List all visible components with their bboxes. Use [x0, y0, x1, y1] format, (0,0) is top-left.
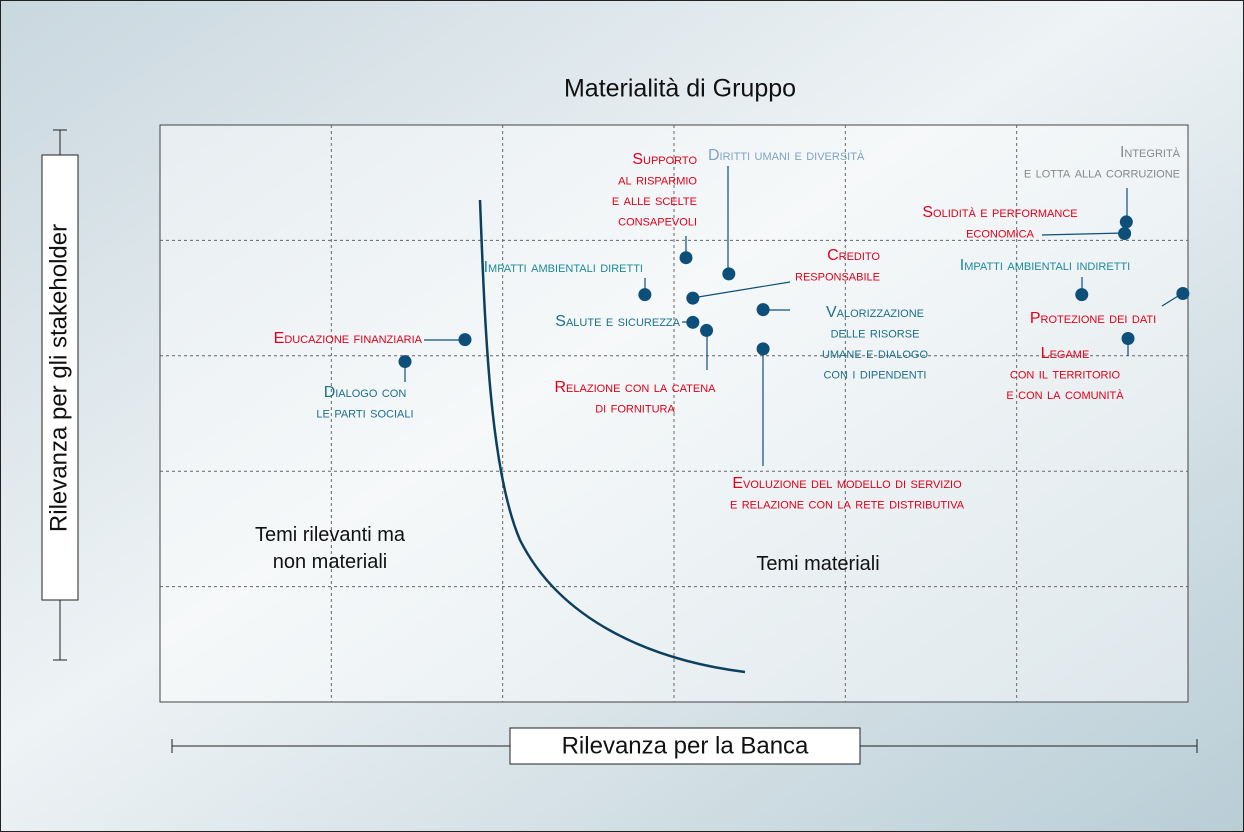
point-label-line: economica — [966, 225, 1035, 242]
point-label-line: Dialogo con — [324, 384, 407, 401]
point-label-line: Protezione dei dati — [1030, 310, 1156, 327]
chart-title: Materialità di Gruppo — [564, 75, 796, 103]
data-point — [722, 267, 736, 281]
point-label: Evoluzione del modello di servizio e rela… — [730, 475, 965, 513]
point-label-line: Impatti ambientali diretti — [484, 259, 643, 276]
point-label: Credito responsabile — [795, 247, 880, 285]
point-label-line: e con la comunità — [1006, 386, 1124, 403]
data-point — [1118, 226, 1132, 240]
point-label: Protezione dei dati — [1030, 310, 1156, 327]
data-point — [1075, 288, 1089, 302]
point-label-line: Legame — [1041, 345, 1090, 362]
y-axis-label: Rilevanza per gli stakeholder — [45, 224, 72, 532]
point-label: Salute e sicurezza — [555, 313, 680, 330]
point-label: Solidità e performance economica — [922, 204, 1077, 242]
point-label: Diritti umani e diversità — [708, 147, 865, 164]
point-label-line: Credito — [827, 247, 880, 264]
point-label: Relazione con la catena di fornitura — [555, 379, 717, 417]
point-label: Integrità e lotta alla corruzione — [1024, 144, 1181, 182]
point-label: Impatti ambientali diretti — [484, 259, 643, 276]
data-point — [458, 333, 472, 347]
point-label-line: con il territorio — [1010, 366, 1121, 383]
region-label: Temi rilevanti ma non materiali — [255, 524, 406, 573]
data-point — [756, 342, 770, 356]
point-label-line: Supporto — [632, 151, 697, 168]
point-label-line: e alle scelte — [612, 192, 697, 209]
data-point — [679, 251, 693, 265]
point-label-line: Integrità — [1120, 144, 1181, 161]
point-label: Educazione finanziaria — [274, 330, 423, 347]
point-label: Supporto al risparmio e alle scelte consape… — [612, 151, 698, 230]
data-point — [686, 315, 700, 329]
point-label-line: con i dipendenti — [823, 366, 926, 383]
region-label-line: Temi rilevanti ma — [255, 524, 406, 546]
point-label: Impatti ambientali indiretti — [960, 257, 1130, 274]
data-point — [686, 291, 700, 305]
data-point — [700, 323, 714, 337]
region-label-line: Temi materiali — [756, 553, 879, 575]
data-point — [638, 288, 652, 302]
point-label-line: Educazione finanziaria — [274, 330, 423, 347]
data-point — [756, 303, 770, 317]
threshold-curve — [478, 199, 746, 674]
y-label-box — [41, 154, 79, 601]
point-label-line: Salute e sicurezza — [555, 313, 680, 330]
x-label-box — [509, 727, 861, 765]
point-label-line: umane e dialogo — [822, 345, 929, 362]
x-axis-label: Rilevanza per la Banca — [562, 732, 809, 759]
point-label-line: Impatti ambientali indiretti — [960, 257, 1130, 274]
point-label-line: responsabile — [795, 268, 880, 285]
point-label-line: e relazione con la rete distributiva — [730, 496, 965, 513]
point-label-line: al risparmio — [618, 172, 697, 189]
region-label: Temi materiali — [756, 553, 879, 575]
region-label-line: non materiali — [273, 551, 388, 573]
data-point — [1119, 215, 1133, 229]
point-label-line: Diritti umani e diversità — [708, 147, 865, 164]
point-label: Legame con il territorio e con la comunità — [1006, 345, 1124, 403]
point-label-line: e lotta alla corruzione — [1024, 165, 1180, 182]
point-label-line: di fornitura — [595, 400, 675, 417]
point-label-line: consapevoli — [618, 213, 697, 230]
point-label-line: le parti sociali — [316, 405, 413, 422]
point-label-line: Relazione con la catena — [555, 379, 717, 396]
point-label: Valorizzazione delle risorse umane e dialo… — [822, 304, 929, 383]
point-label-line: Solidità e performance — [922, 204, 1077, 221]
point-label-line: delle risorse — [831, 325, 920, 342]
point-label: Dialogo con le parti sociali — [316, 384, 413, 422]
point-label-line: Valorizzazione — [826, 304, 924, 321]
point-label-line: Evoluzione del modello di servizio — [732, 475, 962, 492]
leader-line — [1041, 232, 1125, 236]
data-point — [398, 355, 412, 369]
data-point — [1121, 331, 1135, 345]
data-point — [1176, 286, 1190, 300]
leader-line — [691, 281, 791, 299]
